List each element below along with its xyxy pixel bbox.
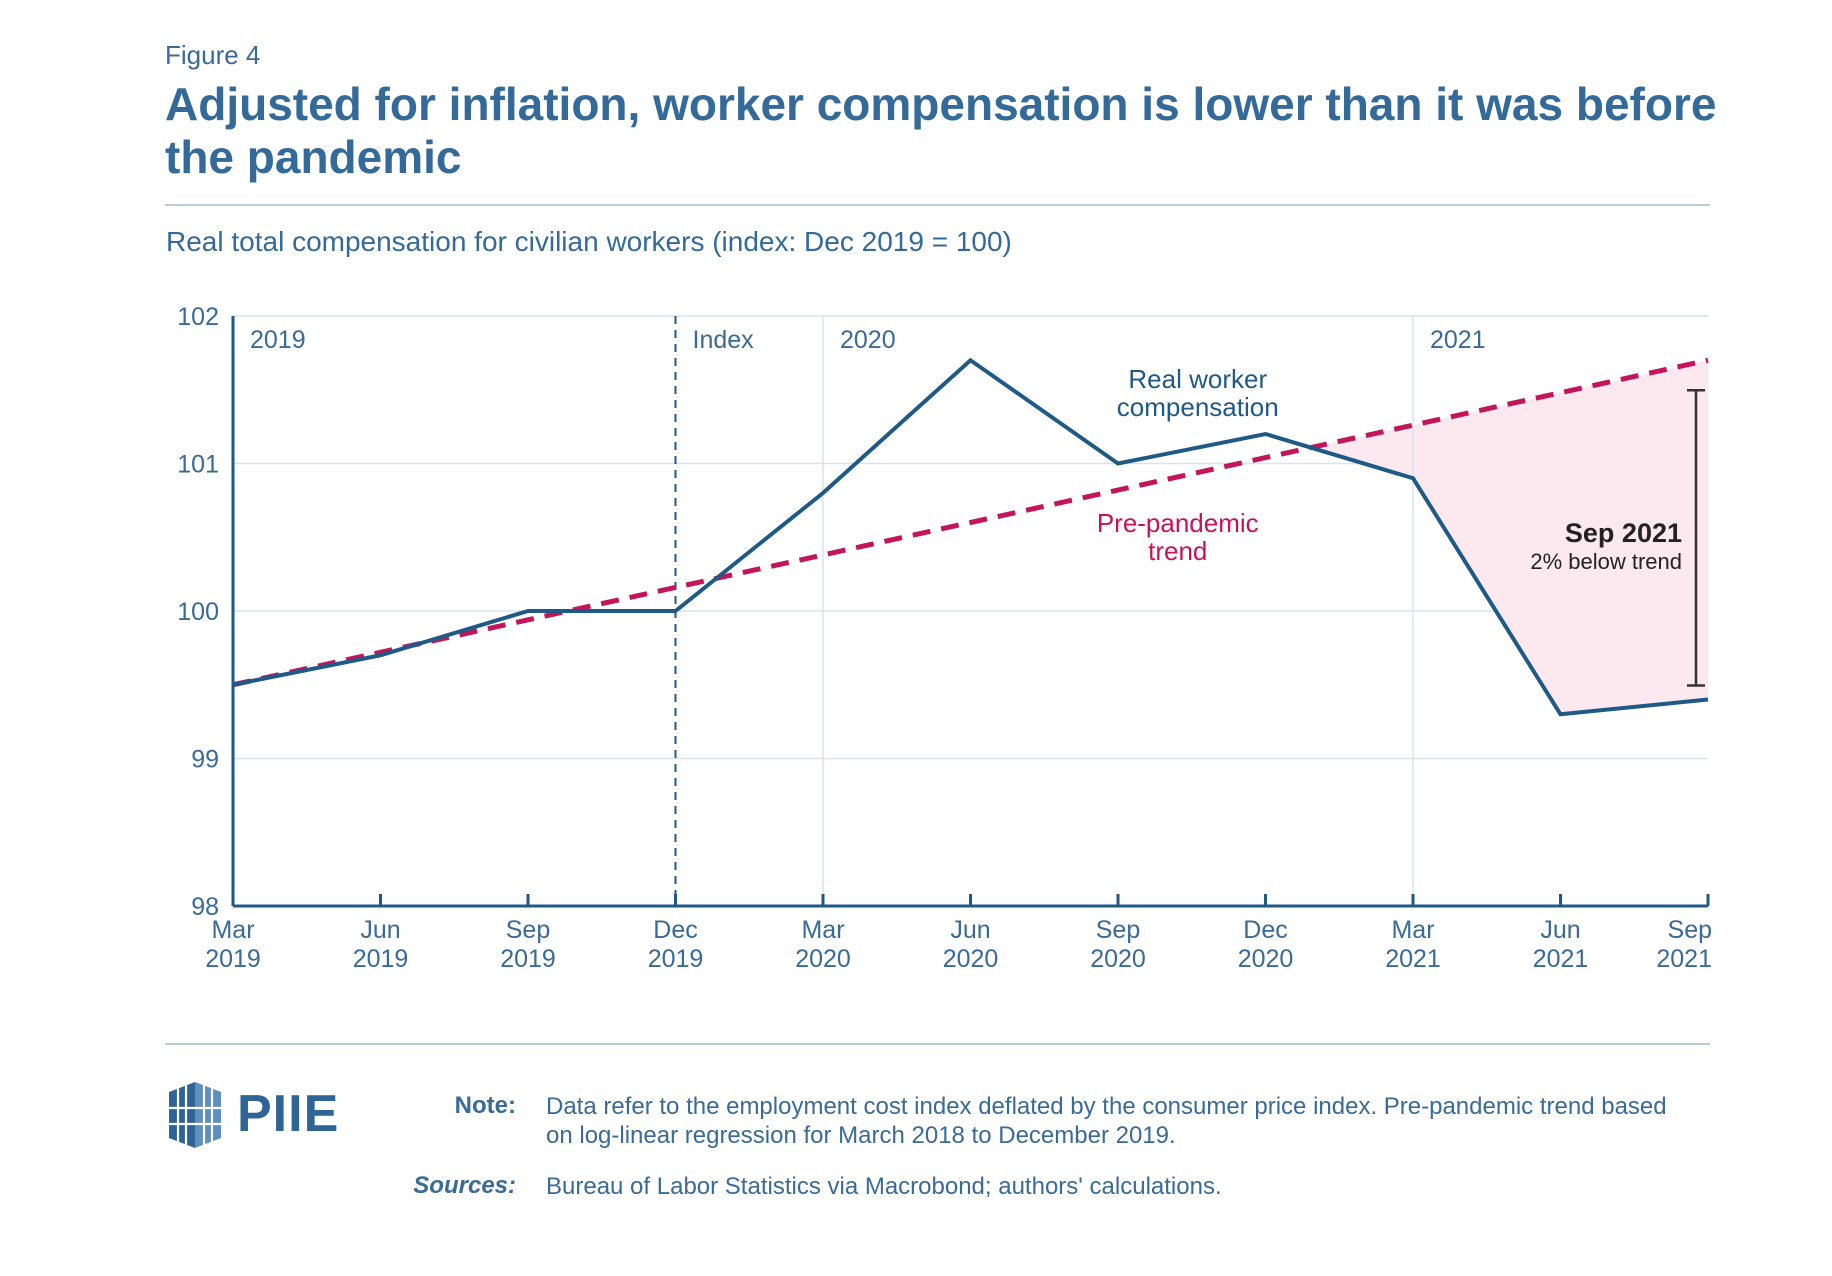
series-line-actual: [232, 357, 1709, 717]
sources-text: Bureau of Labor Statistics via Macrobond…: [546, 1173, 1222, 1200]
series-label-trend: trend: [1148, 536, 1207, 566]
x-tick-label: Jun: [360, 916, 400, 944]
y-tick-label: 98: [191, 893, 219, 921]
year-marker-label: 2021: [1430, 326, 1486, 354]
x-tick-label: 2021: [1533, 945, 1589, 973]
note-text: Data refer to the employment cost index …: [546, 1093, 1667, 1149]
x-tick-label: 2019: [500, 945, 556, 973]
year-markers: 2019 Index 2020 2021: [250, 316, 1486, 906]
x-tick-label: Jun: [950, 916, 990, 944]
gap-fill-area: [1310, 360, 1708, 715]
note-label: Note:: [454, 1092, 516, 1119]
x-tick-label: Sep: [506, 916, 550, 944]
x-tick-label: Sep: [1096, 916, 1140, 944]
piie-logo: PIIE: [165, 1078, 339, 1150]
series-label-actual: Real worker: [1128, 364, 1267, 394]
x-tick-label: Mar: [801, 916, 844, 944]
series-label-actual: compensation: [1117, 392, 1279, 422]
x-tick-label: 2019: [353, 945, 409, 973]
y-tick-label: 100: [177, 598, 219, 626]
x-tick-label: Mar: [1391, 916, 1434, 944]
grid-layer: [233, 315, 1708, 760]
x-tick-label: Dec: [1243, 916, 1287, 944]
series-label-trend: Pre-pandemic: [1097, 508, 1259, 538]
sources-label: Sources:: [413, 1172, 516, 1199]
line-chart: 2019 Index 2020 2021 9899100101102Mar2019Ju…: [177, 303, 1712, 973]
x-tick-label: Dec: [653, 916, 697, 944]
chart-title: Adjusted for inflation, worker compensat…: [165, 78, 1717, 183]
y-tick-label: 102: [177, 303, 219, 331]
x-tick-label: Mar: [211, 916, 254, 944]
series-line-trend: [232, 357, 1709, 688]
x-tick-label: Sep: [1668, 916, 1712, 944]
x-tick-label: 2020: [1238, 945, 1294, 973]
x-tick-label: 2020: [795, 945, 851, 973]
year-marker-label: Index: [693, 326, 755, 354]
gap-annotation-title: Sep 2021: [1565, 518, 1682, 548]
figure-label: Figure 4: [165, 40, 261, 70]
x-tick-label: 2019: [648, 945, 704, 973]
x-tick-label: 2020: [1090, 945, 1146, 973]
title-divider: [165, 204, 1710, 206]
axes: 9899100101102Mar2019Jun2019Sep2019Dec201…: [177, 303, 1712, 973]
chart-subtitle: Real total compensation for civilian wor…: [166, 226, 1012, 257]
x-tick-label: 2021: [1385, 945, 1441, 973]
x-tick-label: 2019: [205, 945, 261, 973]
year-marker-label: 2020: [840, 326, 896, 354]
x-tick-label: 2020: [943, 945, 999, 973]
x-tick-label: Jun: [1540, 916, 1580, 944]
y-tick-label: 101: [177, 451, 219, 479]
y-tick-label: 99: [191, 746, 219, 774]
year-marker-label: 2019: [250, 326, 306, 354]
gap-annotation-text: 2% below trend: [1530, 549, 1682, 574]
piie-logo-text: PIIE: [237, 1085, 340, 1143]
footer-divider: [165, 1043, 1710, 1045]
piie-building-icon: [169, 1082, 221, 1148]
x-tick-label: 2021: [1656, 945, 1712, 973]
